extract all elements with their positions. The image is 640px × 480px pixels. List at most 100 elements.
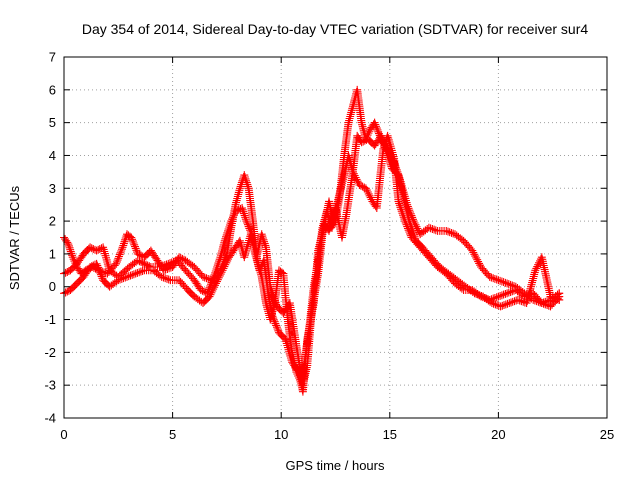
y-tick-label: 0 [49, 279, 56, 294]
data-point [424, 223, 433, 232]
data-point [462, 240, 471, 249]
data-point [63, 287, 72, 296]
data-point [428, 254, 437, 263]
data-point [184, 269, 193, 278]
data-point [143, 261, 152, 270]
data-point [277, 268, 286, 277]
data-point [120, 267, 129, 276]
data-point [539, 299, 548, 308]
data-point [181, 266, 190, 275]
y-axis-label: SDTVAR / TECUs [7, 185, 22, 290]
data-point [92, 246, 101, 255]
y-tick-label: 7 [49, 50, 56, 65]
data-point [548, 293, 557, 302]
y-tick-label: -3 [44, 378, 56, 393]
data-point [190, 263, 199, 271]
data-point [393, 169, 402, 178]
data-point [145, 262, 154, 271]
data-point [422, 248, 431, 257]
data-point [178, 279, 186, 288]
grid [64, 57, 607, 418]
data-point [497, 277, 506, 286]
data-point [544, 301, 553, 310]
data-point [87, 244, 96, 253]
data-point [501, 278, 510, 287]
data-point [63, 268, 72, 276]
y-tick-label: -1 [44, 312, 56, 327]
data-point [191, 264, 200, 273]
data-point [157, 262, 166, 271]
data-point [503, 289, 512, 298]
data-point [491, 300, 500, 309]
data-point [61, 268, 70, 277]
data-point [137, 258, 146, 267]
data-point [492, 275, 501, 284]
data-point [442, 226, 451, 235]
y-tick-label: -4 [44, 411, 56, 426]
data-point [506, 280, 515, 289]
data-point [549, 299, 558, 308]
data-point [494, 292, 503, 301]
data-point [506, 288, 515, 296]
y-tick-label: 3 [49, 181, 56, 196]
y-tick-label: 2 [49, 214, 56, 229]
data-point [180, 282, 189, 291]
data-point [359, 137, 368, 146]
data-point [133, 249, 142, 258]
x-tick-label: 0 [60, 427, 67, 442]
x-tick-label: 10 [274, 427, 288, 442]
data-point [136, 267, 145, 276]
data-point [117, 274, 126, 283]
data-point [464, 241, 472, 250]
data-point [175, 276, 184, 285]
data-point [355, 181, 364, 189]
chart-title: Day 354 of 2014, Sidereal Day-to-day VTE… [82, 21, 588, 37]
data-point [357, 138, 366, 147]
data-point [89, 245, 98, 253]
data-point [138, 258, 147, 267]
data-point [533, 294, 542, 303]
data-point [487, 299, 496, 308]
data-point [532, 292, 540, 301]
data-point [114, 276, 123, 285]
data-point [193, 266, 202, 275]
data-point [135, 268, 144, 277]
data-point [432, 259, 441, 268]
data-point [196, 286, 205, 294]
data-point [180, 264, 189, 273]
data-point [479, 266, 488, 275]
data-point [427, 253, 436, 262]
ticks [63, 56, 608, 419]
data-point [194, 268, 203, 276]
data-point [418, 243, 427, 252]
data-point [501, 300, 510, 309]
data-point [474, 290, 482, 299]
data-point [430, 256, 438, 265]
data-point [87, 262, 96, 271]
data-point [470, 289, 479, 298]
data-point [163, 274, 171, 283]
data-point [485, 272, 494, 281]
data-point [546, 302, 555, 311]
data-point [135, 250, 144, 259]
data-point [155, 263, 164, 271]
y-tick-label: 6 [49, 82, 56, 97]
data-point [166, 259, 174, 268]
data-point [510, 297, 519, 306]
data-point [186, 271, 194, 280]
data-point [176, 277, 185, 286]
x-axis-label: GPS time / hours [286, 458, 385, 473]
data-point [515, 296, 524, 305]
data-point [425, 251, 434, 260]
data-point [465, 243, 474, 252]
data-point [202, 274, 211, 283]
data-point [482, 269, 491, 278]
data-point [424, 249, 433, 258]
data-point [233, 206, 242, 215]
data-point [159, 273, 168, 282]
data-point [519, 297, 528, 306]
series-markers [60, 85, 564, 386]
data-point [178, 254, 187, 263]
data-point [164, 275, 173, 284]
data-point [459, 236, 468, 245]
